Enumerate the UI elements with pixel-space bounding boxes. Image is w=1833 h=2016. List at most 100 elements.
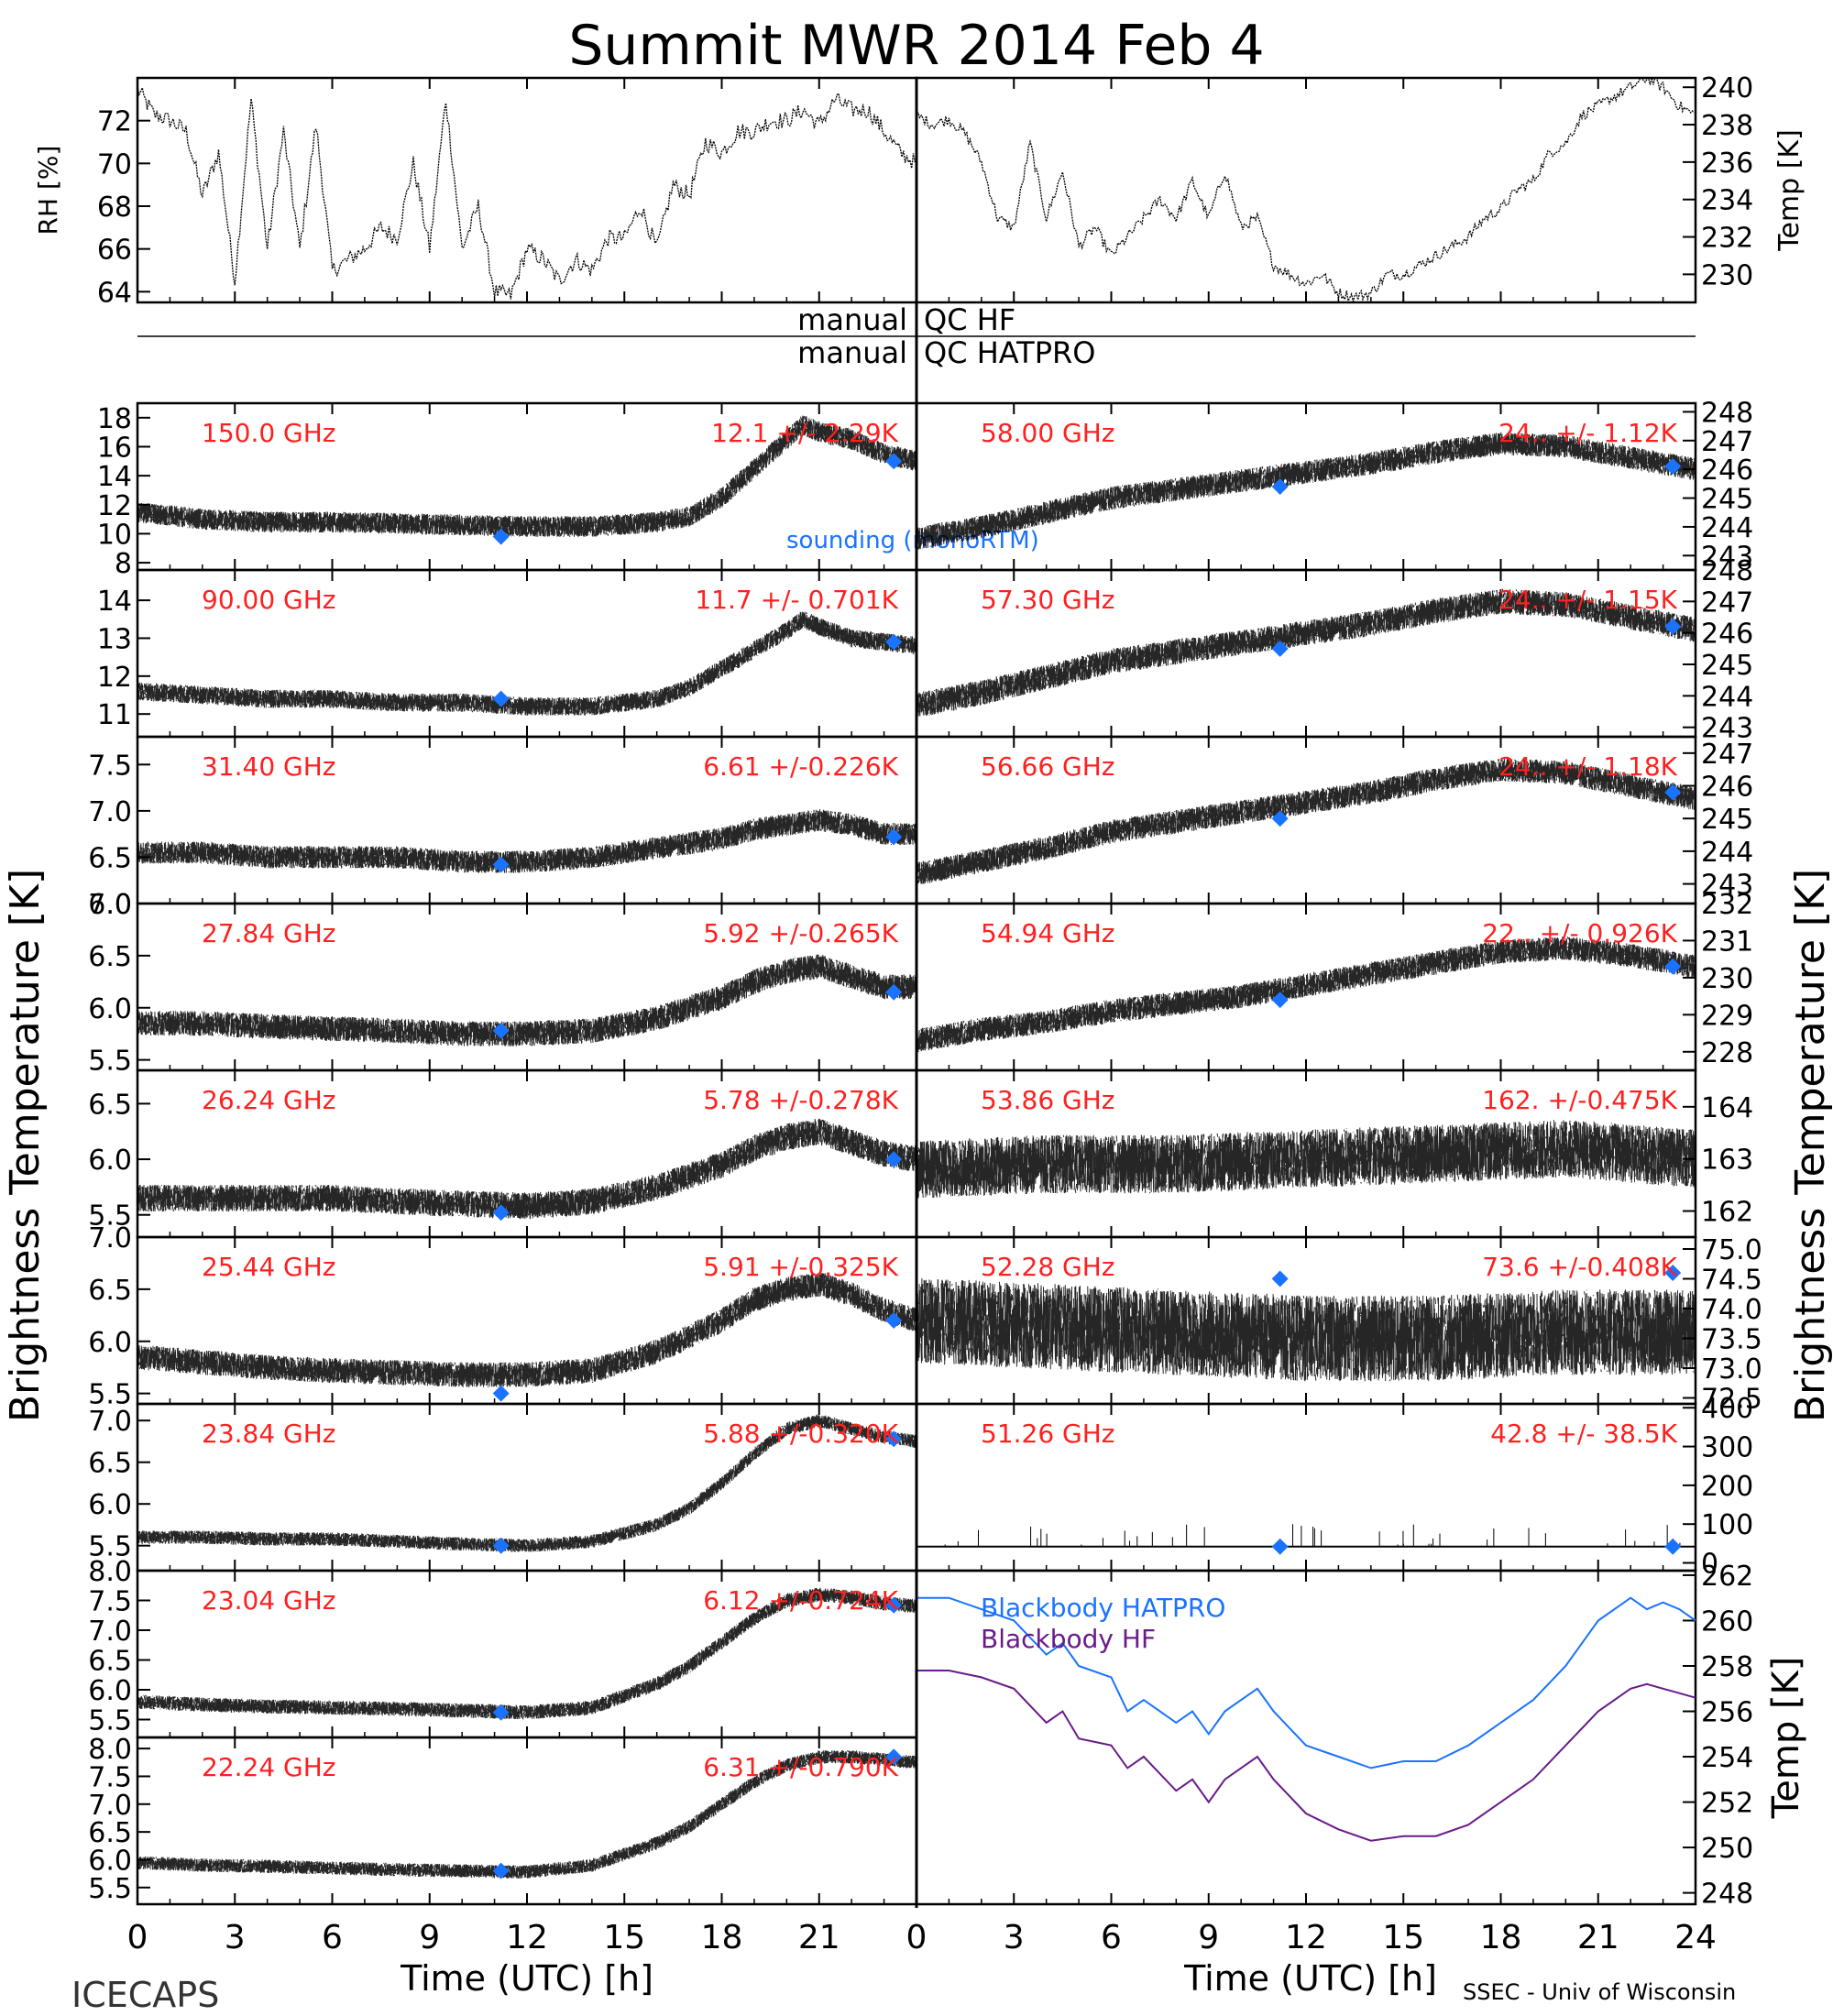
ch2304-ytick-label: 6.0 [88,1675,132,1707]
ch2784-ytick-label: 5.5 [88,1046,132,1078]
blackbody-ytick-label: 250 [1701,1833,1753,1865]
ch5126-ytick-label: 300 [1701,1432,1753,1464]
xtick-label: 24 [1674,1919,1717,1956]
ch5228-ytick-label: 75.0 [1701,1234,1762,1266]
temp-frame [915,76,1697,304]
ch5666-ytick-label: 246 [1701,772,1753,804]
temp-ytick-label: 230 [1701,259,1753,291]
ch2304-ytick-label: 7.5 [88,1586,132,1618]
ch5494-ytick-label: 232 [1701,889,1753,921]
ch3140-ytick-label: 7.0 [88,796,132,828]
ch5730-ytick-label: 243 [1701,713,1753,745]
ch2784-trace [137,954,917,1046]
xtick-label: 21 [1577,1919,1619,1956]
panel-ch2224: 5.56.06.57.07.58.0 22.24 GHz 6.31 +/-0.790… [88,1734,918,1906]
ch2624-sounding-point [885,1151,903,1168]
ch5386-ytick-label: 162 [1701,1197,1753,1229]
ch2624-trace [137,1118,917,1220]
xtick-labels-right: 0 3 6 9 12 15 18 21 24 [906,1919,1717,1956]
panel-ch2544: 5.5 6.0 6.5 7.0 25.44 GHz 5.91 +/-0.325K [88,1222,918,1411]
ch2544-trace [137,1272,917,1388]
ch2624-freq-label: 26.24 GHz [202,1085,336,1115]
ch90-freq-label: 90.00 GHz [202,585,336,615]
ch3140-ytick-label: 7.5 [88,750,132,782]
xtick-labels-left: 0 3 6 9 12 15 18 21 [127,1919,840,1956]
rh-ytick-label: 72 [97,106,132,138]
qc-manual-hatpro: manual [797,335,907,370]
ch3140-sounding-point [492,856,510,873]
ch5800-ytick-label: 248 [1701,397,1753,429]
ch5228-stat-label: 73.6 +/-0.408K [1482,1252,1677,1282]
blackbody-ytick-label: 262 [1701,1561,1753,1593]
panel-ch5228: 72.573.073.574.074.575.0 52.28 GHz 73.6 +/… [915,1234,1762,1416]
ch5228-freq-label: 52.28 GHz [981,1252,1115,1282]
ch2224-stat-label: 6.31 +/-0.790K [703,1752,898,1782]
ch2784-sounding-point [492,1022,510,1039]
ch5126-ytick-label: 200 [1701,1471,1753,1503]
ch3140-trace [137,808,917,873]
xtick-label: 3 [1004,1919,1025,1956]
ch5126-sounding-point [1664,1538,1682,1555]
xtick-label: 0 [906,1919,927,1956]
temp-line [916,76,1695,303]
panel-ch2784: 5.5 6.0 6.5 7.0 27.84 GHz 5.92 +/-0.265K [88,889,918,1078]
rh-ytick-label: 68 [97,192,132,224]
ch2624-stat-label: 5.78 +/-0.278K [703,1085,898,1115]
ch2224-sounding-point [885,1748,903,1766]
panel-ch90: 11 12 13 14 90.00 GHz 11.7 +/- 0.701K [97,568,918,739]
ch2544-freq-label: 25.44 GHz [202,1252,336,1282]
left-axis-label: Brightness Temperature [K] [2,869,49,1422]
ch5228-trace [916,1277,1696,1382]
ch5494-ytick-label: 229 [1701,1000,1753,1032]
ch5666-ytick-label: 244 [1701,837,1753,869]
panel-ch5126: 0 100 200 300 400 51.26 GHz 42.8 +/- 38.5K [915,1393,1753,1581]
panel-ch2384: 5.5 6.0 6.5 7.0 23.84 GHz 5.88 +/-0.320K [88,1402,918,1572]
ch2224-trace [137,1749,917,1879]
ch2784-ytick-label: 6.0 [88,993,132,1025]
ch5800-ytick-label: 245 [1701,484,1753,516]
ch2304-ytick-label: 8.0 [88,1556,132,1588]
ch2384-sounding-point [885,1430,903,1448]
ch5228-ytick-label: 74.0 [1701,1294,1762,1326]
ch5386-trace [916,1120,1696,1199]
ch2624-ytick-label: 5.5 [88,1200,132,1233]
ch2784-ytick-label: 6.5 [88,941,132,973]
ch5494-freq-label: 54.94 GHz [981,918,1115,948]
ch5228-ytick-label: 73.5 [1701,1324,1762,1356]
ch3140-sounding-point [885,828,903,846]
ch150-ytick-label: 12 [97,490,132,522]
ch2224-freq-label: 22.24 GHz [202,1752,336,1782]
right-axis-label: Brightness Temperature [K] [1787,869,1833,1422]
ch90-sounding-point [492,690,510,707]
ch2384-ytick-label: 6.0 [88,1489,132,1521]
ch5730-ytick-label: 244 [1701,681,1753,713]
ch5666-freq-label: 56.66 GHz [981,751,1115,782]
ch2544-stat-label: 5.91 +/-0.325K [703,1252,898,1282]
footer-ssec: SSEC - Univ of Wisconsin [1463,1979,1736,2005]
blackbody-ytick-label: 254 [1701,1742,1753,1774]
blackbody-ytick-label: 252 [1701,1788,1753,1820]
xtick-label: 6 [322,1919,343,1956]
temp-axis-label: Temp [K] [1773,129,1806,252]
ch2304-ytick-label: 5.5 [88,1705,132,1737]
blackbody-axis-label: Temp [K] [1765,1657,1807,1820]
ch5730-ytick-label: 246 [1701,619,1753,651]
ch90-trace [137,611,917,717]
ch2304-trace [137,1587,917,1720]
ch2224-ytick-label: 7.0 [88,1790,132,1822]
ch150-ytick-label: 10 [97,519,132,551]
ch150-sounding-point [885,453,903,470]
ch2224-sounding-point [492,1862,510,1879]
xlabel-right: Time (UTC) [h] [1183,1958,1437,1999]
ch150-freq-label: 150.0 GHz [202,418,336,448]
ch2384-sounding-point [492,1537,510,1554]
qc-section: manual QC HF manual QC HATPRO [137,78,1696,1908]
blackbody-ytick-label: 256 [1701,1697,1753,1729]
panel-blackbody: 248 250 252 254 256 258 260 262 Blackbody HATPRO… [915,1561,1807,1911]
temp-ytick-label: 240 [1701,72,1753,104]
